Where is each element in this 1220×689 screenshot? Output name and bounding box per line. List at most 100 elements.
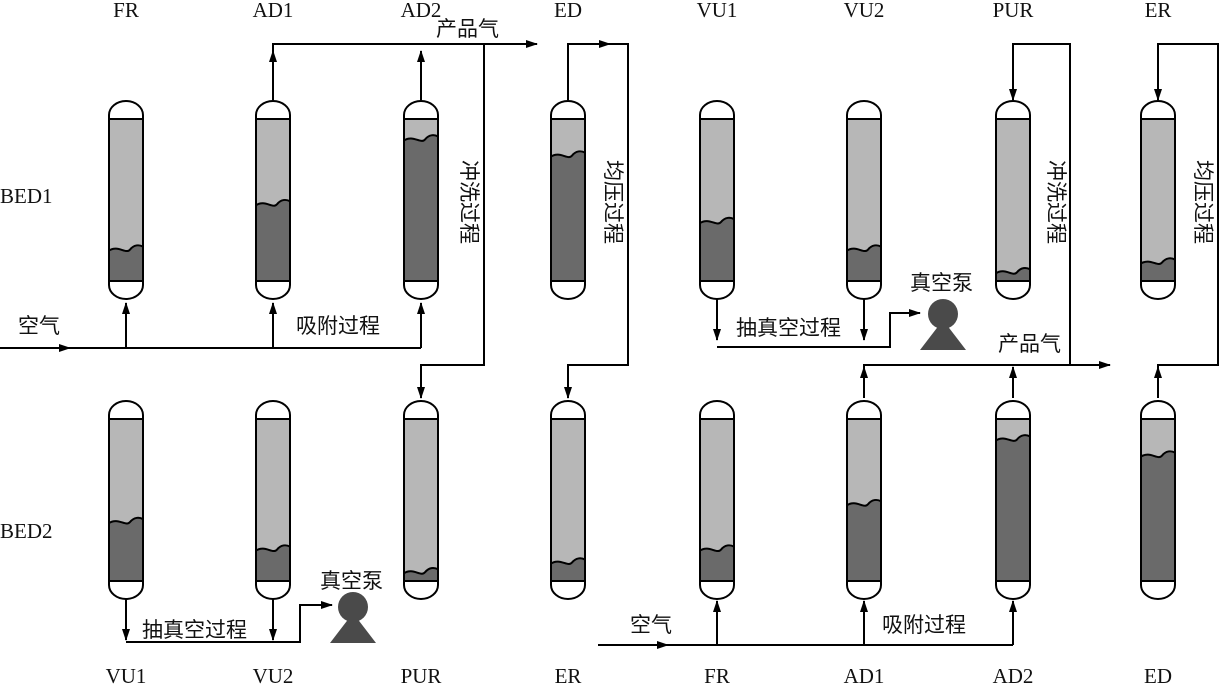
column-mass-transfer-front [550,150,586,159]
adsorption-right-label: 吸附过程 [882,613,966,637]
pump-base-top [920,320,966,350]
bed1-column-8 [1140,100,1176,300]
column-mass-transfer-front [1140,450,1176,459]
bed2-column-1 [108,400,144,600]
column-bottom-cap [846,280,882,300]
column-top-cap [108,400,144,420]
product-gas-right-label: 产品气 [998,332,1061,356]
column-mass-transfer-front [108,516,144,525]
vacuum-bottom-label: 抽真空过程 [142,618,247,642]
top-label-8: ER [1145,0,1172,22]
adsorber-columns [108,100,1176,600]
column-top-cap [550,100,586,120]
column-saturated-zone [996,268,1030,281]
bed2-column-6 [846,400,882,600]
bed1-column-3 [403,100,439,300]
column-shell [699,418,735,582]
column-saturated-zone [404,135,438,281]
pump-base-bottom [330,613,376,643]
bottom-label-3: PUR [401,664,442,688]
bed1-column-5 [699,100,735,300]
column-shell [995,118,1031,282]
column-mass-transfer-front [403,134,439,142]
column-saturated-zone [109,517,143,581]
column-mass-transfer-front [995,267,1031,275]
vacuum-top-label: 抽真空过程 [736,316,841,340]
column-saturated-zone [700,217,734,281]
column-shell [550,118,586,282]
column-top-cap [846,100,882,120]
pump-top-label: 真空泵 [910,271,973,295]
column-mass-transfer-front [1140,257,1176,265]
column-bottom-cap [108,580,144,600]
column-mass-transfer-front [699,216,735,225]
product-header-line [272,40,538,51]
top-label-2: AD1 [253,0,294,22]
top-phase-labels: FR AD1 AD2 ED VU1 VU2 PUR ER [113,0,1171,22]
column-shell [846,118,882,282]
bed2-column-8 [1140,400,1176,600]
column-saturated-zone [996,435,1030,581]
bed2-column-2 [255,400,291,600]
purge-line [417,44,485,399]
column-gas-zone [1141,119,1175,281]
column-mass-transfer-front [108,244,144,253]
column-mass-transfer-front [255,544,291,553]
column-saturated-zone [109,245,143,281]
column-top-cap [1140,100,1176,120]
column-gas-zone [551,419,585,581]
bottom-phase-labels: VU1 VU2 PUR ER FR AD1 AD2 ED [106,664,1172,688]
equalize-right-label: 均压过程 [1191,160,1215,244]
column-saturated-zone [551,558,585,581]
column-bottom-cap [403,280,439,300]
bed1-column-6 [846,100,882,300]
column-saturated-zone [551,151,585,281]
column-shell [846,418,882,582]
bottom-label-5: FR [704,664,730,688]
adsorption-left-label: 吸附过程 [296,314,380,338]
column-bottom-cap [995,280,1031,300]
bed1-column-7 [995,100,1031,300]
bed2-label: BED2 [0,519,53,543]
column-bottom-cap [995,580,1031,600]
column-top-cap [403,400,439,420]
column-saturated-zone [700,545,734,581]
column-saturated-zone [1141,258,1175,281]
purge-right-label: 冲洗过程 [1044,160,1068,244]
column-bottom-cap [1140,580,1176,600]
column-saturated-zone [404,568,438,581]
bed2-column-5 [699,400,735,600]
column-bottom-cap [255,280,291,300]
vacuum-header-line [126,601,333,643]
bed1-column-2 [255,100,291,300]
column-shell [108,418,144,582]
column-mass-transfer-front [550,557,586,565]
column-shell [1140,118,1176,282]
column-shell [403,118,439,282]
top-label-3: AD2 [401,0,442,22]
vacuum-pump-top [920,299,966,350]
column-top-cap [846,400,882,420]
right-piping [598,43,1219,649]
column-mass-transfer-front [846,244,882,253]
column-bottom-cap [550,280,586,300]
lower-product-header-line [863,361,1111,369]
column-shell [1140,418,1176,582]
column-bottom-cap [1140,280,1176,300]
bottom-label-1: VU1 [106,664,147,688]
column-mass-transfer-front [846,498,882,507]
bottom-label-4: ER [555,664,582,688]
equalize-left-label: 均压过程 [601,160,625,244]
column-top-cap [995,100,1031,120]
column-top-cap [255,100,291,120]
bed1-label: BED1 [0,184,53,208]
column-mass-transfer-front [995,434,1031,442]
pump-head-bottom [338,592,368,622]
column-bottom-cap [108,280,144,300]
bed1-column-4 [550,100,586,300]
column-top-cap [699,100,735,120]
column-saturated-zone [847,499,881,581]
column-bottom-cap [255,580,291,600]
bed2-column-3 [403,400,439,600]
